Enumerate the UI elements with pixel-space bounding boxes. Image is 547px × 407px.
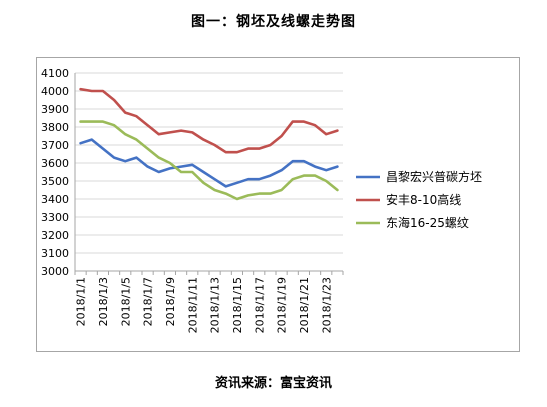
y-tick-label: 3800 xyxy=(41,121,69,134)
y-tick-label: 3300 xyxy=(41,211,69,224)
y-tick-label: 4100 xyxy=(41,67,69,80)
x-tick-label: 2018/1/5 xyxy=(119,277,132,326)
y-tick-label: 3600 xyxy=(41,157,69,170)
y-tick-label: 4000 xyxy=(41,85,69,98)
y-tick-labels: 3000 3100 3200 3300 3400 3500 3600 3700 3800 3900… xyxy=(41,67,69,278)
x-tick-label: 2018/1/7 xyxy=(142,277,155,326)
x-tick-label: 2018/1/9 xyxy=(164,277,177,326)
chart-frame xyxy=(36,57,520,352)
y-tick-label: 3900 xyxy=(41,103,69,116)
chart-title: 图一：钢坯及线螺走势图 xyxy=(191,14,356,30)
y-tick-label: 3700 xyxy=(41,139,69,152)
legend-label-2: 安丰8-10高线 xyxy=(386,192,461,207)
y-tick-label: 3500 xyxy=(41,175,69,188)
source-note: 资讯来源：富宝资讯 xyxy=(214,376,332,391)
x-tick-label: 2018/1/21 xyxy=(298,277,311,333)
y-tick-label: 3100 xyxy=(41,247,69,260)
x-tick-label: 2018/1/13 xyxy=(209,277,222,333)
series-lines xyxy=(79,87,339,201)
x-tick-label: 2018/1/11 xyxy=(186,277,199,333)
gridlines xyxy=(75,72,343,254)
x-tick-label: 2018/1/3 xyxy=(97,277,110,326)
x-tick-label: 2018/1/15 xyxy=(231,277,244,333)
series-line-1 xyxy=(79,138,339,188)
x-tick-label: 2018/1/1 xyxy=(75,277,88,326)
x-tick-label: 2018/1/23 xyxy=(320,277,333,333)
x-tick-labels: 2018/1/1 2018/1/3 2018/1/5 2018/1/7 2018/1/9… xyxy=(75,277,334,333)
y-tick-label: 3000 xyxy=(41,265,69,278)
y-tick-label: 3200 xyxy=(41,229,69,242)
legend-label-3: 东海16-25螺纹 xyxy=(386,215,469,230)
axes xyxy=(74,73,344,275)
series-line-3 xyxy=(79,120,339,201)
series-line-2 xyxy=(79,87,339,154)
x-tick-label: 2018/1/19 xyxy=(276,277,289,333)
y-tick-label: 3400 xyxy=(41,193,69,206)
x-tick-label: 2018/1/17 xyxy=(253,277,266,333)
legend-label-1: 昌黎宏兴普碳方坯 xyxy=(386,169,482,184)
